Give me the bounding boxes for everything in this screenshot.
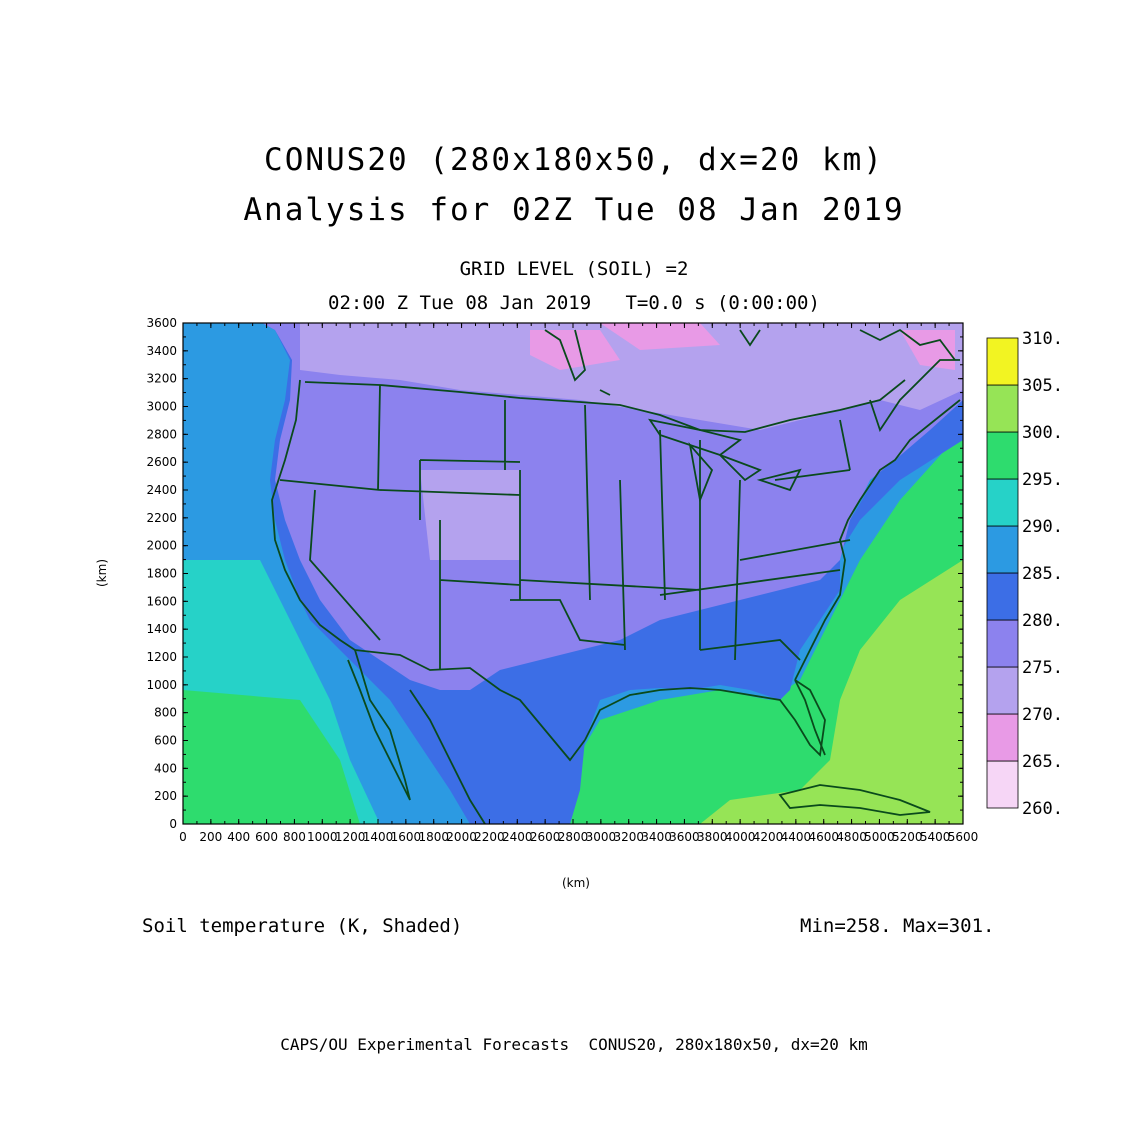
x-tick-label: 5600 xyxy=(948,830,979,844)
x-tick-label: 5200 xyxy=(892,830,923,844)
colorbar-label: 265. xyxy=(1022,752,1063,772)
map-title-line1: CONUS20 (280x180x50, dx=20 km) xyxy=(264,142,884,178)
colorbar-label: 295. xyxy=(1022,470,1063,490)
colorbar-swatch xyxy=(986,760,1019,809)
y-tick-label: 1600 xyxy=(146,594,177,608)
x-tick-label: 1600 xyxy=(391,830,422,844)
subtropical-warm xyxy=(700,560,963,824)
map-title-line2: Analysis for 02Z Tue 08 Jan 2019 xyxy=(243,192,905,228)
y-tick-label: 2000 xyxy=(146,539,177,553)
valid-time-label: 02:00 Z Tue 08 Jan 2019 T=0.0 s (0:00:00… xyxy=(328,292,820,314)
colorbar-swatch xyxy=(986,572,1019,621)
y-tick-label: 3200 xyxy=(146,372,177,386)
x-tick-label: 1200 xyxy=(335,830,366,844)
x-tick-label: 400 xyxy=(227,830,250,844)
rockies-cold-region xyxy=(420,470,520,560)
x-axis-label: (km) xyxy=(562,876,590,890)
x-tick-label: 5400 xyxy=(920,830,951,844)
x-tick-label: 3200 xyxy=(613,830,644,844)
x-tick-label: 1400 xyxy=(363,830,394,844)
y-axis-label: (km) xyxy=(95,559,109,587)
y-tick-label: 3000 xyxy=(146,400,177,414)
x-tick-label: 3600 xyxy=(669,830,700,844)
x-tick-label: 4400 xyxy=(781,830,812,844)
colorbar-label: 310. xyxy=(1022,329,1063,349)
y-tick-label: 800 xyxy=(154,706,177,720)
colorbar-swatch xyxy=(986,478,1019,527)
cold-spot-north xyxy=(600,323,720,350)
x-tick-label: 2000 xyxy=(446,830,477,844)
x-tick-label: 800 xyxy=(283,830,306,844)
colorbar-label: 285. xyxy=(1022,564,1063,584)
colorbar-swatch xyxy=(986,431,1019,480)
x-tick-label: 4200 xyxy=(753,830,784,844)
canada-band xyxy=(300,323,963,430)
y-tick-label: 1000 xyxy=(146,678,177,692)
x-tick-label: 200 xyxy=(199,830,222,844)
field-label: Soil temperature (K, Shaded) xyxy=(142,915,463,937)
y-tick-label: 0 xyxy=(169,817,177,831)
cuba xyxy=(780,785,930,815)
y-tick-label: 3400 xyxy=(146,344,177,358)
y-tick-label: 200 xyxy=(154,789,177,803)
x-tick-label: 1800 xyxy=(418,830,449,844)
x-tick-label: 4000 xyxy=(725,830,756,844)
colorbar-swatch xyxy=(986,337,1019,386)
shaded-field xyxy=(183,323,963,824)
footer-credit: CAPS/OU Experimental Forecasts CONUS20, … xyxy=(280,1035,868,1054)
x-tick-label: 3800 xyxy=(697,830,728,844)
y-tick-label: 3600 xyxy=(146,316,177,330)
y-tick-label: 1400 xyxy=(146,622,177,636)
x-tick-label: 600 xyxy=(255,830,278,844)
grid-level-label: GRID LEVEL (SOIL) =2 xyxy=(459,258,689,280)
colorbar-swatch xyxy=(986,525,1019,574)
y-tick-label: 1800 xyxy=(146,567,177,581)
y-tick-label: 2800 xyxy=(146,427,177,441)
y-tick-label: 400 xyxy=(154,761,177,775)
colorbar: 260. 265. 270. 275. 280. 285. 290. 295. 300. 305.… xyxy=(986,329,1063,819)
x-tick-label: 2600 xyxy=(530,830,561,844)
colorbar-swatch xyxy=(986,713,1019,762)
pacific-warm-band xyxy=(183,690,360,824)
x-tick-label: 4800 xyxy=(836,830,867,844)
y-tick-label: 600 xyxy=(154,734,177,748)
colorbar-swatch xyxy=(986,619,1019,668)
y-tick-label: 2200 xyxy=(146,511,177,525)
y-tick-label: 1200 xyxy=(146,650,177,664)
x-tick-label: 0 xyxy=(179,830,187,844)
axes: 0 200 400 600 800 100012001400160018002000220… xyxy=(95,316,978,890)
colorbar-swatch xyxy=(986,666,1019,715)
y-tick-label: 2600 xyxy=(146,455,177,469)
x-tick-label: 2800 xyxy=(558,830,589,844)
colorbar-label: 305. xyxy=(1022,376,1063,396)
colorbar-label: 275. xyxy=(1022,658,1063,678)
colorbar-label: 280. xyxy=(1022,611,1063,631)
border-lines xyxy=(271,328,961,824)
x-tick-label: 3000 xyxy=(586,830,617,844)
x-tick-label: 2200 xyxy=(474,830,505,844)
min-max-label: Min=258. Max=301. xyxy=(800,915,995,937)
colorbar-label: 290. xyxy=(1022,517,1063,537)
x-tick-label: 1000 xyxy=(307,830,338,844)
x-tick-label: 3400 xyxy=(641,830,672,844)
y-tick-label: 2400 xyxy=(146,483,177,497)
x-tick-label: 5000 xyxy=(864,830,895,844)
x-tick-label: 2400 xyxy=(502,830,533,844)
colorbar-label: 260. xyxy=(1022,799,1063,819)
x-tick-label: 4600 xyxy=(808,830,839,844)
colorbar-swatch xyxy=(986,384,1019,433)
colorbar-label: 300. xyxy=(1022,423,1063,443)
colorbar-label: 270. xyxy=(1022,705,1063,725)
cold-spot-prairies xyxy=(530,330,620,370)
